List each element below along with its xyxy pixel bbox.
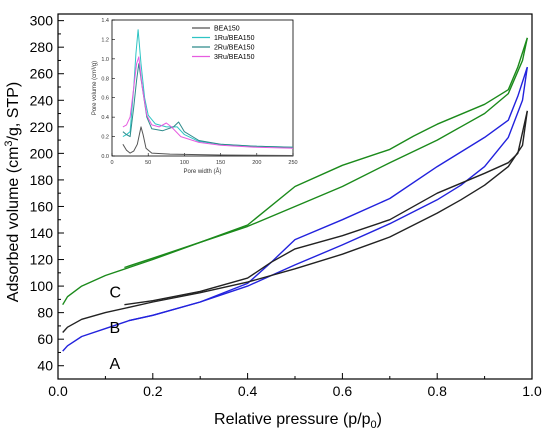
inset-y-tick-label: 1.2 — [101, 37, 109, 43]
inset-chart: 0 50 100 150 200 250 0.0 0.2 0.4 0.6 0.8 1.0 1.2 1.4 P… — [92, 18, 298, 175]
y-tick-label: 60 — [37, 331, 53, 347]
y-tick-label: 40 — [37, 358, 53, 374]
inset-plot-area: 0 50 100 150 200 250 0.0 0.2 0.4 0.6 0.8 1.0 1.2 1.4 P… — [92, 18, 298, 175]
inset-series-line — [122, 63, 294, 148]
inset-x-tick-label: 250 — [288, 160, 297, 166]
series-c-adsorption-line — [62, 37, 528, 306]
x-tick-label: 0.2 — [143, 383, 163, 399]
series-a-desorption-line — [128, 66, 528, 322]
x-tick-label: 1.0 — [522, 383, 542, 399]
inset-series-line — [122, 56, 294, 149]
y-tick-label: 80 — [37, 305, 53, 321]
inset-y-axis-title: Pore volume (cm³/g) — [92, 61, 98, 115]
x-tick-label: 0.8 — [427, 383, 447, 399]
inset-x-tick-label: 100 — [180, 160, 189, 166]
inset-legend: BEA150 1Ru/BEA150 2Ru/BEA150 3Ru/BEA150 — [192, 26, 255, 61]
inset-y-tick-label: 0.2 — [101, 135, 109, 141]
inset-x-axis-title: Pore width (Å) — [183, 168, 221, 175]
y-axis-title: Adsorbed volume (cm3/g, STP) — [3, 82, 22, 302]
inset-series-group — [122, 29, 294, 156]
y-tick-label: 240 — [30, 92, 54, 108]
y-tick-label: 200 — [30, 145, 54, 161]
curve-label-b: B — [109, 320, 120, 337]
inset-y-tick-label: 0.6 — [101, 96, 109, 102]
inset-series-line — [122, 126, 294, 156]
y-tick-label: 180 — [30, 172, 54, 188]
series-c-desorption-line — [124, 37, 528, 269]
y-tick-label: 300 — [30, 13, 54, 29]
legend-entry-label: 1Ru/BEA150 — [214, 35, 255, 42]
curve-label-a: A — [109, 356, 120, 373]
inset-y-tick-label: 1.0 — [101, 57, 109, 63]
legend-entry-label: BEA150 — [214, 26, 240, 33]
series-b-adsorption-line — [62, 110, 528, 333]
inset-x-tick-label: 150 — [216, 160, 225, 166]
y-tick-label: 280 — [30, 39, 54, 55]
inset-y-tick-label: 0.0 — [101, 154, 109, 160]
inset-x-tick-label: 0 — [110, 160, 113, 166]
y-tick-label: 140 — [30, 225, 54, 241]
x-tick-label: 0.6 — [333, 383, 353, 399]
main-series-group: A B C — [62, 37, 528, 373]
inset-y-tick-label: 1.4 — [101, 18, 109, 24]
inset-y-tick-label: 0.4 — [101, 115, 109, 121]
y-tick-label: 120 — [30, 252, 54, 268]
y-tick-label: 260 — [30, 66, 54, 82]
x-tick-label: 0.0 — [48, 383, 68, 399]
y-tick-label: 160 — [30, 198, 54, 214]
y-tick-label: 220 — [30, 119, 54, 135]
y-tick-label: 100 — [30, 278, 54, 294]
main-plot-area: 0.0 0.2 0.4 0.6 0.8 1.0 40 60 80 100 120 140 160 180 2… — [30, 13, 542, 399]
inset-plot-frame — [111, 19, 294, 157]
inset-x-tick-label: 200 — [252, 160, 261, 166]
inset-series-line — [122, 29, 294, 148]
inset-y-tick-label: 0.8 — [101, 76, 109, 82]
inset-x-tick-label: 50 — [145, 160, 151, 166]
series-b-desorption-line — [124, 110, 528, 306]
x-axis-title: Relative pressure (p/p0) — [214, 411, 382, 431]
x-tick-label: 0.4 — [238, 383, 258, 399]
legend-entry-label: 2Ru/BEA150 — [214, 45, 255, 52]
legend-entry-label: 3Ru/BEA150 — [214, 54, 255, 61]
curve-label-c: C — [109, 284, 121, 301]
series-a-adsorption-line — [62, 66, 528, 352]
